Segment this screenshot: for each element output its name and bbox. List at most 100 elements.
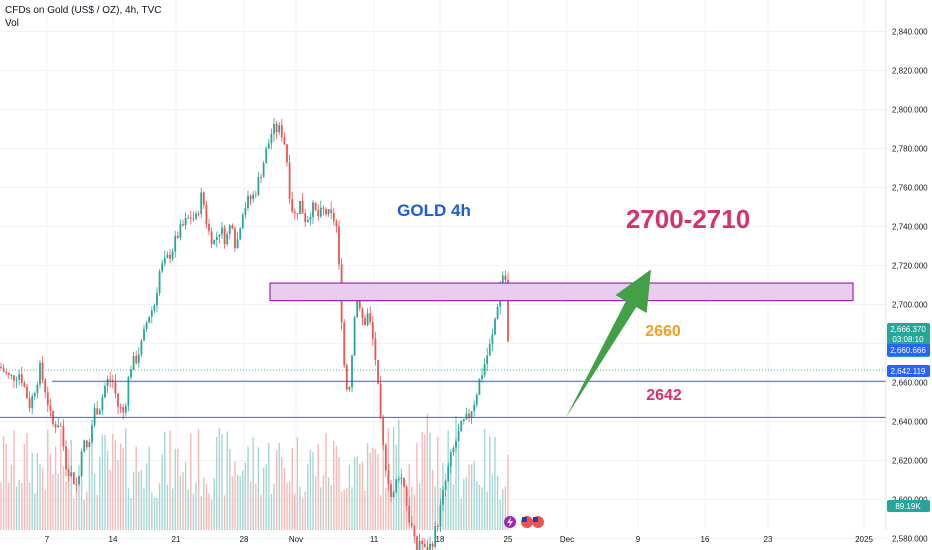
candle-down — [280, 125, 283, 138]
candle-down — [223, 227, 226, 244]
volume-bar — [499, 499, 501, 530]
candle-down — [387, 470, 390, 485]
candle-up — [447, 466, 450, 482]
volume-bar — [262, 467, 265, 530]
volume-bar — [346, 487, 348, 530]
candle-up — [267, 143, 270, 149]
volume-bar — [166, 484, 169, 530]
us-flag-canton-icon — [522, 517, 527, 522]
time-tick-label: 16 — [701, 535, 710, 544]
volume-bar — [195, 482, 197, 530]
volume-bar — [249, 481, 252, 530]
candle-down — [208, 224, 210, 232]
volume-bar — [470, 464, 473, 530]
volume-bar — [457, 425, 460, 530]
candle-up — [70, 472, 73, 476]
candle-down — [421, 540, 424, 545]
candle-up — [184, 218, 187, 226]
volume-bar — [286, 482, 288, 530]
volume-bar — [114, 440, 117, 530]
time-axis[interactable]: 7 14 21 28 Nov 11 18 25 Dec 9 16 23 2025 — [45, 535, 874, 544]
candle-down — [62, 426, 65, 447]
volume-bar — [377, 453, 379, 530]
candle-down — [436, 526, 439, 528]
time-tick-label: 9 — [636, 535, 641, 544]
volume-bar — [83, 499, 85, 530]
price-axis[interactable]: 2,580.0002,600.0002,620.0002,640.0002,66… — [892, 28, 928, 544]
candle-down — [314, 202, 317, 211]
volume-bar — [54, 446, 57, 530]
candle-up — [483, 363, 486, 376]
volume-bar — [101, 434, 104, 530]
candle-down — [291, 199, 294, 212]
candle-up — [127, 377, 130, 406]
candle-up — [31, 396, 34, 409]
volume-bar — [132, 471, 135, 530]
volume-bar — [450, 462, 452, 530]
lower-line-value: 2,642.119 — [891, 367, 927, 376]
chart-grid — [0, 0, 886, 539]
volume-bar — [507, 454, 509, 530]
volume-bar — [260, 495, 262, 530]
price-tick-label: 2,800.000 — [892, 106, 928, 115]
volume-bar — [314, 476, 317, 530]
volume-bar — [221, 433, 223, 530]
volume-bar — [148, 446, 150, 530]
candle-up — [200, 192, 203, 214]
volume-bar — [418, 483, 421, 530]
volume-value: 89.19K — [895, 502, 921, 511]
volume-bar — [413, 493, 416, 530]
volume-bar — [130, 498, 132, 530]
volume-bar — [109, 469, 111, 530]
candle-up — [15, 379, 18, 381]
volume-bar — [444, 473, 447, 530]
candle-up — [239, 228, 242, 240]
candle-down — [85, 440, 88, 448]
candle-up — [192, 218, 195, 220]
volume-bar — [122, 447, 124, 530]
resistance-zone[interactable] — [269, 282, 854, 302]
candle-up — [501, 275, 504, 288]
volume-bar — [36, 453, 39, 530]
price-tick-label: 2,780.000 — [892, 145, 928, 154]
candle-down — [210, 231, 213, 245]
volume-bar — [424, 434, 426, 530]
volume-bar — [405, 499, 408, 530]
candle-up — [460, 421, 463, 432]
candle-up — [262, 163, 265, 178]
time-tick-label: 2025 — [855, 535, 873, 544]
candle-down — [122, 407, 125, 413]
price-tick-label: 2,660.000 — [892, 379, 928, 388]
event-icons[interactable] — [504, 516, 544, 528]
volume-bar — [177, 448, 179, 530]
candle-up — [434, 526, 437, 547]
volume-bar — [151, 492, 153, 530]
volume-bar — [203, 477, 205, 530]
volume-bar — [80, 478, 83, 530]
volume-bar — [65, 480, 67, 530]
volume-indicator-label: Vol — [5, 18, 19, 29]
candle-up — [78, 476, 80, 485]
candle-up — [130, 369, 132, 378]
volume-bar — [140, 469, 143, 530]
level-label-lower: 2642 — [646, 387, 682, 404]
volume-bar — [299, 486, 301, 530]
candle-up — [247, 195, 249, 208]
candle-up — [124, 405, 127, 413]
volume-bar — [382, 417, 384, 530]
candle-up — [163, 257, 166, 264]
volume-bar — [190, 433, 192, 530]
candle-down — [416, 536, 418, 550]
projection-arrow[interactable] — [566, 269, 651, 418]
volume-bar — [468, 464, 470, 530]
volume-bar — [288, 482, 291, 530]
candle-down — [317, 210, 320, 217]
volume-bar — [26, 433, 28, 530]
candle-up — [397, 478, 400, 480]
candle-down — [364, 318, 366, 326]
candle-up — [457, 431, 460, 442]
candle-down — [189, 217, 192, 219]
candle-up — [478, 379, 481, 395]
volume-bar — [2, 436, 5, 530]
